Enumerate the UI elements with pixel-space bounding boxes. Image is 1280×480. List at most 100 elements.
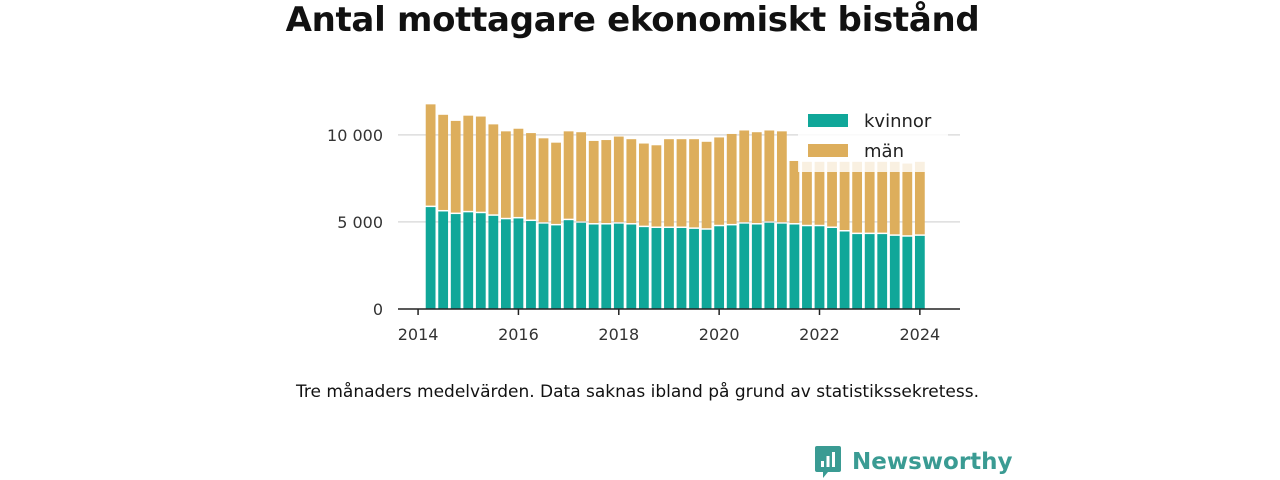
bar-man xyxy=(526,133,536,220)
bar-kvinnor xyxy=(714,226,725,309)
bar-man xyxy=(475,116,486,212)
bar-man xyxy=(488,124,499,215)
bar-kvinnor xyxy=(651,228,662,309)
bar-man xyxy=(789,160,800,224)
bar-man xyxy=(689,139,699,228)
bar-man xyxy=(714,137,725,225)
bar-man xyxy=(739,130,750,223)
legend-label: män xyxy=(864,141,904,162)
bar-man xyxy=(500,131,511,218)
y-tick-label: 5 000 xyxy=(337,213,383,232)
bar-man xyxy=(701,141,712,229)
bar-man xyxy=(751,132,762,224)
bar-man xyxy=(651,145,662,227)
bar-kvinnor xyxy=(576,222,587,309)
bar-man xyxy=(827,161,837,227)
bar-kvinnor xyxy=(438,211,449,309)
bar-man xyxy=(726,133,737,224)
newsworthy-logo-icon xyxy=(815,446,841,478)
bar-man xyxy=(425,104,436,206)
x-tick-label: 2018 xyxy=(598,325,639,344)
bar-kvinnor xyxy=(475,213,486,309)
bar-man xyxy=(839,161,850,230)
bar-man xyxy=(463,115,474,211)
bar-man xyxy=(802,161,812,225)
bar-kvinnor xyxy=(789,224,800,309)
bar-kvinnor xyxy=(613,223,624,309)
bar-kvinnor xyxy=(638,227,649,309)
bar-man xyxy=(864,161,875,233)
bar-kvinnor xyxy=(563,220,574,309)
bar-kvinnor xyxy=(538,223,549,309)
legend: kvinnor män xyxy=(798,104,948,172)
x-tick-label: 2024 xyxy=(899,325,940,344)
bar-man xyxy=(764,130,775,222)
brand: Newsworthy xyxy=(814,444,1013,480)
bar-man xyxy=(613,136,624,223)
bar-kvinnor xyxy=(739,223,750,309)
bar-kvinnor xyxy=(726,225,737,309)
bar-kvinnor xyxy=(601,224,612,309)
bar-man xyxy=(852,161,863,233)
bar-man xyxy=(638,143,649,226)
bar-man xyxy=(664,139,674,227)
bar-kvinnor xyxy=(914,235,925,309)
bar-kvinnor xyxy=(764,222,775,309)
bar-man xyxy=(601,140,612,224)
bar-kvinnor xyxy=(776,223,787,309)
bar-kvinnor xyxy=(814,226,825,309)
bar-kvinnor xyxy=(500,219,511,309)
bar-man xyxy=(676,139,687,227)
bar-kvinnor xyxy=(513,218,524,309)
bar-kvinnor xyxy=(689,228,699,309)
bar-kvinnor xyxy=(701,229,712,309)
bar-kvinnor xyxy=(676,228,687,309)
bar-man xyxy=(563,131,574,219)
stacked-bar-chart: 0 5 000 10 000 2014 2016 2018 2020 2022 2024 kvi… xyxy=(327,104,960,344)
bar-man xyxy=(513,128,524,217)
y-tick-label: 10 000 xyxy=(327,126,383,145)
bar-kvinnor xyxy=(626,224,637,309)
x-tick-label: 2020 xyxy=(699,325,740,344)
bar-man xyxy=(551,142,561,224)
legend-label: kvinnor xyxy=(864,111,932,132)
bar-kvinnor xyxy=(425,207,436,309)
bar-man xyxy=(914,161,925,235)
bar-kvinnor xyxy=(664,228,674,309)
bar-man xyxy=(450,120,461,213)
bar-man xyxy=(538,138,549,223)
bar-kvinnor xyxy=(450,214,461,309)
bars xyxy=(425,104,925,309)
axes: 0 5 000 10 000 2014 2016 2018 2020 2022 2024 xyxy=(327,126,960,344)
bar-kvinnor xyxy=(751,224,762,309)
chart-note: Tre månaders medelvärden. Data saknas ib… xyxy=(296,382,979,402)
bar-man xyxy=(576,132,587,222)
bar-kvinnor xyxy=(877,234,888,309)
bar-man xyxy=(889,161,900,235)
bar-kvinnor xyxy=(488,215,499,309)
bar-man xyxy=(626,139,637,224)
bar-kvinnor xyxy=(551,225,561,309)
bar-man xyxy=(814,161,825,225)
bar-kvinnor xyxy=(588,224,599,309)
bar-man xyxy=(776,131,787,223)
bar-man xyxy=(438,114,449,210)
bar-man xyxy=(588,140,599,224)
legend-swatch xyxy=(808,144,848,157)
legend-swatch xyxy=(808,114,848,127)
bar-man xyxy=(877,161,888,233)
bar-kvinnor xyxy=(839,231,850,309)
y-tick-label: 0 xyxy=(373,300,383,319)
bar-kvinnor xyxy=(864,234,875,309)
bar-kvinnor xyxy=(802,226,812,309)
brand-name: Newsworthy xyxy=(852,449,1013,475)
bar-kvinnor xyxy=(827,228,837,309)
x-tick-label: 2016 xyxy=(498,325,539,344)
bar-kvinnor xyxy=(889,235,900,309)
bar-kvinnor xyxy=(463,212,474,309)
x-tick-label: 2022 xyxy=(799,325,840,344)
bar-kvinnor xyxy=(902,236,913,309)
x-tick-label: 2014 xyxy=(398,325,439,344)
chart-title: Antal mottagare ekonomiskt bistånd xyxy=(285,0,980,40)
bar-man xyxy=(902,163,913,236)
